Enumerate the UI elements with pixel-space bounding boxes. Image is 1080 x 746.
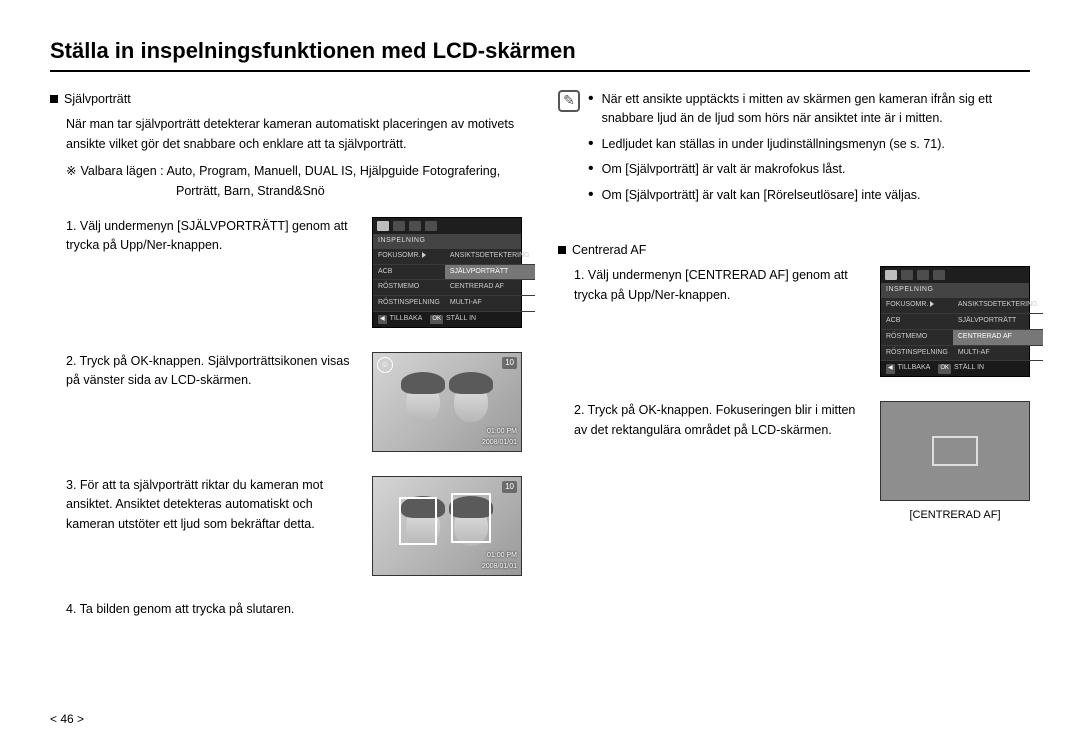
menu-item: FOKUSOMR. [881,298,953,314]
menu-item: ACB [373,265,445,281]
step-2: 2. Tryck på OK-knappen. Självporträttsik… [66,352,522,452]
step-4: 4. Ta bilden genom att trycka på slutare… [66,600,522,619]
lcd-menu-thumb-selfportrait: INSPELNING FOKUSOMR. ACB RÖSTMEMO RÖSTIN… [372,217,522,328]
settings-tab-icon [933,270,945,280]
heading-text: Centrerad AF [572,243,646,257]
page-title: Ställa in inspelningsfunktionen med LCD-… [50,38,1030,72]
settings-tab-icon [425,221,437,231]
camera-tab-icon [885,270,897,280]
note-block: ✎ När ett ansikte upptäckts i mitten av … [558,90,1030,211]
face-box-icon [399,497,437,545]
note-item: Om [Självporträtt] är valt kan [Rörelseu… [588,186,1030,205]
menu-item: CENTRERAD AF [445,280,535,296]
square-bullet-icon [50,95,58,103]
menu-item: MULTI-AF [953,346,1043,362]
foot-ok: STÄLL IN [954,363,984,374]
photo-date: 2008/01/01 [482,563,517,570]
menu-item: ANSIKTSDETEKTERING [953,298,1043,314]
lcd-centeraf-preview [880,401,1030,501]
triangle-right-icon [422,252,426,258]
shot-count: 10 [502,481,517,493]
step-1-text: 1. Välj undermenyn [SJÄLVPORTRÄTT] genom… [66,217,360,256]
menu-item: RÖSTMEMO [373,280,445,296]
square-bullet-icon [558,246,566,254]
menu-item: RÖSTMEMO [881,330,953,346]
section-heading-centeraf: Centrerad AF [558,241,1030,260]
step-1: 1. Välj undermenyn [SJÄLVPORTRÄTT] genom… [66,217,522,328]
step-1-af-text: 1. Välj undermenyn [CENTRERAD AF] genom … [574,266,868,305]
menu-item: RÖSTINSPELNING [881,346,953,362]
photo-time: 01:00 PM [487,428,517,435]
heading-text: Självporträtt [64,92,131,106]
sound-tab-icon [393,221,405,231]
ok-key-icon: OK [430,315,443,324]
foot-back: TILLBAKA [898,363,931,374]
modes-line1: Auto, Program, Manuell, DUAL IS, Hjälpgu… [166,164,500,178]
menu-item-selected: CENTRERAD AF [953,330,1043,346]
menu-header: INSPELNING [373,234,521,249]
menu-item: ANSIKTSDETEKTERING [445,249,535,265]
foot-ok: STÄLL IN [446,314,476,325]
triangle-right-icon [930,301,934,307]
menu-item: ACB [881,314,953,330]
note-item: När ett ansikte upptäckts i mitten av sk… [588,90,1030,129]
menu-item-selected: SJÄLVPORTRÄTT [445,265,535,281]
section-heading-selfportrait: Självporträtt [50,90,522,109]
sound-tab-icon [901,270,913,280]
foot-back: TILLBAKA [390,314,423,325]
modes-label: Valbara lägen : [66,164,164,178]
menu-header: INSPELNING [881,283,1029,298]
lcd-photo-facedetect: 10 01:00 PM 2008/01/01 [372,476,522,576]
menu-item: RÖSTINSPELNING [373,296,445,312]
step-2-af: 2. Tryck på OK-knappen. Fokuseringen bli… [574,401,1030,524]
photo-date: 2008/01/01 [482,439,517,446]
menu-item: FOKUSOMR. [373,249,445,265]
menu-item: MULTI-AF [445,296,535,312]
display-tab-icon [917,270,929,280]
back-key-icon: ◀ [886,364,895,373]
ok-key-icon: OK [938,364,951,373]
step-2-text: 2. Tryck på OK-knappen. Självporträttsik… [66,352,360,391]
step-3-text: 3. För att ta självporträtt riktar du ka… [66,476,360,534]
step-1-af: 1. Välj undermenyn [CENTRERAD AF] genom … [574,266,1030,377]
step-2-af-text: 2. Tryck på OK-knappen. Fokuseringen bli… [574,401,868,440]
left-column: Självporträtt När man tar självporträtt … [50,90,522,643]
note-icon: ✎ [558,90,580,112]
shot-count: 10 [502,357,517,369]
lcd-photo-selfportrait: ☺ 10 01:00 PM2008/01/01 [372,352,522,452]
display-tab-icon [409,221,421,231]
face-box-icon [451,493,491,543]
menu-item: SJÄLVPORTRÄTT [953,314,1043,330]
camera-tab-icon [377,221,389,231]
step-3: 3. För att ta självporträtt riktar du ka… [66,476,522,576]
modes-line2: Porträtt, Barn, Strand&Snö [176,182,522,201]
photo-time: 01:00 PM [487,552,517,559]
note-item: Om [Självporträtt] är valt är makrofokus… [588,160,1030,179]
back-key-icon: ◀ [378,315,387,324]
right-column: ✎ När ett ansikte upptäckts i mitten av … [558,90,1030,643]
af-rectangle-icon [932,436,978,466]
modes-block: Valbara lägen : Auto, Program, Manuell, … [66,162,522,201]
lcd-menu-thumb-centeraf: INSPELNING FOKUSOMR. ACB RÖSTMEMO RÖSTIN… [880,266,1030,377]
step-4-text: 4. Ta bilden genom att trycka på slutare… [66,600,522,619]
af-caption: [CENTRERAD AF] [880,507,1030,524]
intro-text: När man tar självporträtt detekterar kam… [66,115,522,154]
page-number: < 46 > [50,712,84,726]
note-item: Ledljudet kan ställas in under ljudinstä… [588,135,1030,154]
